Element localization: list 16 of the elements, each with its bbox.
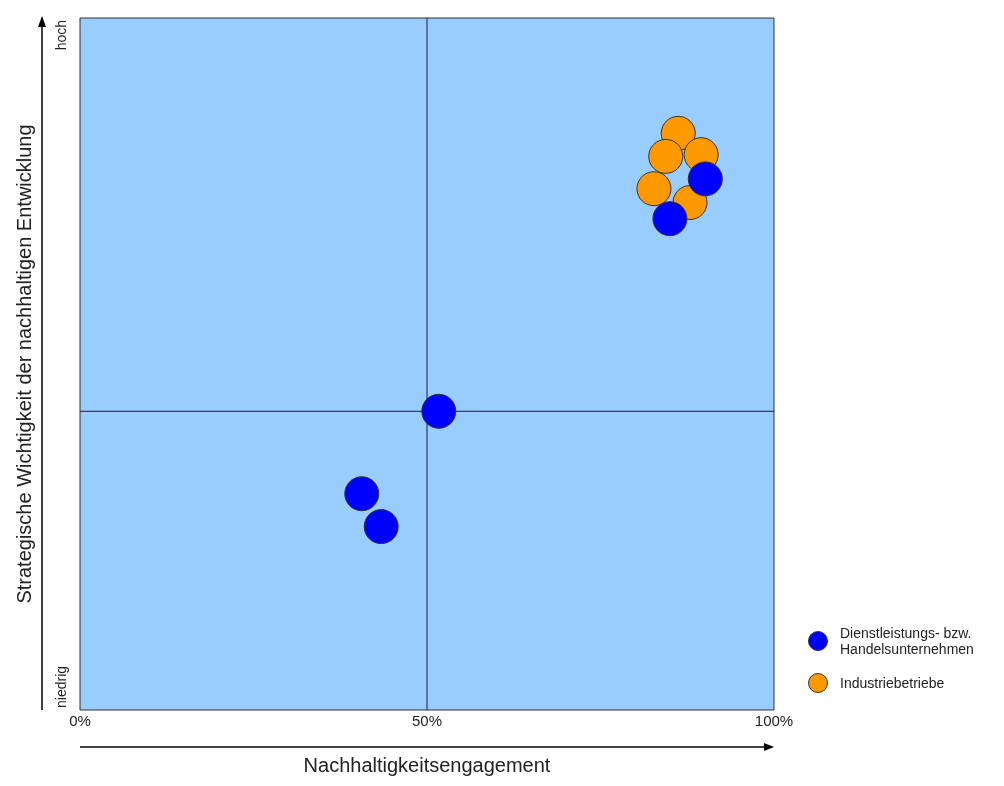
x-axis-title: Nachhaltigkeitsengagement <box>303 753 551 776</box>
y-axis-title: Strategische Wichtigkeit der nachhaltigen Entwicklung <box>12 124 35 604</box>
point <box>363 509 399 545</box>
x-tick-label: 100% <box>754 712 794 730</box>
legend-label: Industriebetriebe <box>840 675 945 691</box>
text: hoch <box>52 20 69 51</box>
point <box>648 138 684 174</box>
point <box>344 476 380 512</box>
x-tick-label: 0% <box>69 712 91 730</box>
point <box>687 161 723 197</box>
point <box>652 201 688 237</box>
x-tick-label: 50% <box>411 712 443 730</box>
legend-label: Dienstleistungs- bzw. Handelsunternehmen <box>840 625 975 657</box>
point <box>421 393 457 429</box>
point <box>636 171 672 207</box>
text: niedrig <box>52 665 69 708</box>
